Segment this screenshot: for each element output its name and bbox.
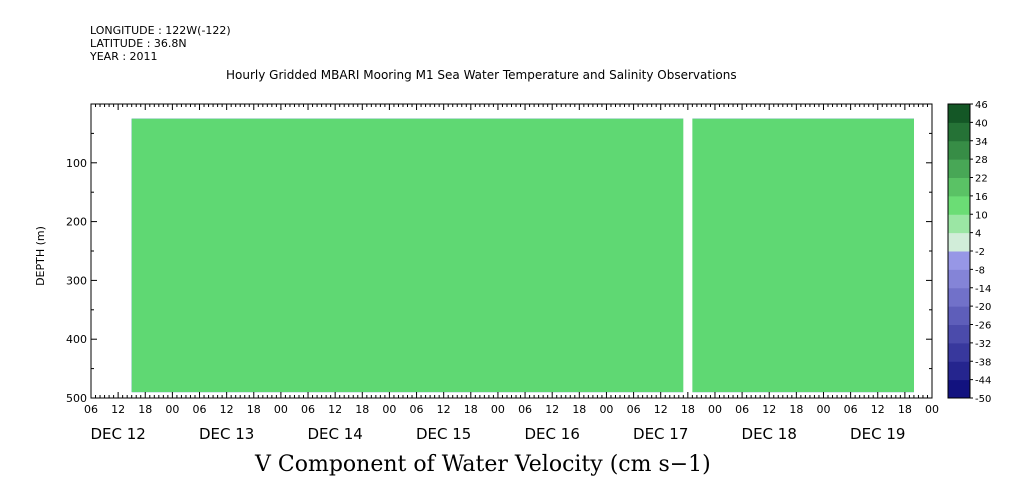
x-hour-label: 12 (111, 403, 125, 416)
x-day-label: DEC 12 (90, 425, 145, 443)
x-hour-label: 06 (735, 403, 749, 416)
y-tick-label: 400 (66, 333, 87, 346)
data-gap (683, 116, 693, 395)
x-day-label: DEC 13 (199, 425, 254, 443)
colorbar-label: -50 (975, 394, 991, 405)
x-hour-label: 00 (274, 403, 288, 416)
colorbar-segment (948, 214, 970, 234)
data-field-positive (131, 118, 914, 393)
colorbar-segment (948, 361, 970, 381)
x-hour-label: 18 (898, 403, 912, 416)
colorbar-segment (948, 287, 970, 307)
x-day-label: DEC 16 (525, 425, 580, 443)
x-hour-label: 00 (708, 403, 722, 416)
x-hour-label: 12 (871, 403, 885, 416)
x-hour-label: 18 (355, 403, 369, 416)
colorbar-label: 46 (975, 100, 988, 111)
colorbar-segment (948, 159, 970, 178)
colorbar: -50 -44 -38 -32 -26 -20 -14 -8 -2 4 10 16 22 28 34 40 46 (947, 100, 991, 405)
x-hour-label: 18 (789, 403, 803, 416)
colorbar-label: -8 (975, 265, 985, 276)
colorbar-segment (948, 232, 970, 252)
x-hour-label: 18 (681, 403, 695, 416)
colorbar-segment (948, 104, 970, 123)
x-axis-title: V Component of Water Velocity (cm s−1) (255, 452, 711, 477)
x-hour-label: 06 (627, 403, 641, 416)
x-hour-label: 12 (654, 403, 668, 416)
colorbar-segment (948, 269, 970, 289)
x-day-label: DEC 14 (307, 425, 362, 443)
y-tick-label: 200 (66, 216, 87, 229)
colorbar-segment (948, 177, 970, 197)
colorbar-segment (948, 195, 970, 215)
x-hour-label: 06 (410, 403, 424, 416)
colorbar-label: 28 (975, 155, 988, 166)
longitude-label: LONGITUDE : 122W(-122) (90, 24, 231, 37)
colorbar-segment (948, 324, 970, 344)
colorbar-label: -20 (975, 302, 991, 313)
colorbar-segment (948, 342, 970, 362)
colorbar-label: -44 (975, 376, 991, 387)
x-hour-label: 06 (193, 403, 207, 416)
x-day-label: DEC 17 (633, 425, 688, 443)
x-hour-label: 00 (816, 403, 830, 416)
x-day-label: DEC 15 (416, 425, 471, 443)
y-axis-label: DEPTH (m) (34, 226, 47, 286)
y-tick-label: 100 (66, 157, 87, 170)
year-label: YEAR : 2011 (90, 50, 158, 63)
colorbar-segment (948, 306, 970, 325)
x-hour-label: 06 (518, 403, 532, 416)
x-hour-label: 00 (382, 403, 396, 416)
x-hour-label: 00 (491, 403, 505, 416)
colorbar-label: 10 (975, 210, 988, 221)
colorbar-label: -14 (975, 284, 991, 295)
colorbar-label: -38 (975, 357, 991, 368)
colorbar-label: 40 (975, 118, 988, 129)
x-hour-label: 12 (762, 403, 776, 416)
x-hour-label: 12 (328, 403, 342, 416)
x-hour-label: 12 (437, 403, 451, 416)
colorbar-segment (948, 122, 970, 142)
x-hour-label: 00 (165, 403, 179, 416)
colorbar-label: -32 (975, 339, 991, 350)
x-hour-label: 00 (925, 403, 939, 416)
colorbar-label: -26 (975, 321, 991, 332)
x-hour-label: 12 (545, 403, 559, 416)
x-day-label: DEC 19 (850, 425, 905, 443)
y-tick-label: 500 (66, 392, 87, 405)
colorbar-label: -2 (975, 247, 985, 258)
colorbar-segment (948, 251, 970, 270)
x-hour-label: 00 (599, 403, 613, 416)
colorbar-label: 4 (975, 229, 981, 240)
x-hour-label: 12 (220, 403, 234, 416)
x-hour-label: 06 (844, 403, 858, 416)
x-hour-label: 18 (138, 403, 152, 416)
chart-title: Hourly Gridded MBARI Mooring M1 Sea Wate… (226, 68, 737, 82)
colorbar-label: 22 (975, 174, 988, 185)
colorbar-segment (948, 140, 970, 160)
x-hour-label: 18 (572, 403, 586, 416)
y-tick-label: 300 (66, 274, 87, 287)
colorbar-segment (948, 379, 970, 399)
x-hour-label: 18 (464, 403, 478, 416)
colorbar-label: 34 (975, 137, 988, 148)
latitude-label: LATITUDE : 36.8N (90, 37, 187, 50)
x-hour-label: 18 (247, 403, 261, 416)
x-day-label: DEC 18 (742, 425, 797, 443)
x-hour-label: 06 (84, 403, 98, 416)
x-hour-label: 06 (301, 403, 315, 416)
colorbar-label: 16 (975, 192, 988, 203)
